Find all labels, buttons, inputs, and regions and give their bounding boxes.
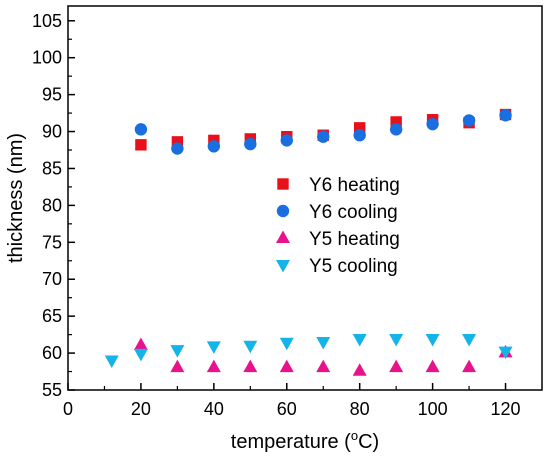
x-axis-title-main: temperature ( <box>231 431 351 453</box>
point-y6-cooling <box>353 129 366 142</box>
legend-item-y5-cooling: Y5 cooling <box>276 256 398 277</box>
legend-label: Y5 cooling <box>309 256 398 277</box>
legend-label: Y6 heating <box>309 175 400 196</box>
legend-marker-y5-heating <box>276 230 290 243</box>
point-y5-heating <box>279 359 294 373</box>
legend-item-y6-cooling: Y6 cooling <box>276 202 398 223</box>
point-y5-cooling <box>498 346 513 360</box>
axis-ticks <box>67 20 507 391</box>
point-y5-heating <box>133 337 148 350</box>
legend-label: Y6 cooling <box>309 202 398 223</box>
point-y6-cooling <box>317 130 330 143</box>
point-y5-heating <box>243 359 258 373</box>
point-y6-cooling <box>426 117 439 131</box>
data-points <box>104 108 513 376</box>
x-tick-label: 100 <box>418 399 448 419</box>
plot-frame <box>67 5 543 391</box>
x-tick-label: 0 <box>63 399 73 419</box>
series-y5-heating <box>133 337 513 376</box>
point-y5-cooling <box>170 345 185 358</box>
y-tick-label: 60 <box>42 343 62 363</box>
y-tick-label: 80 <box>42 195 62 215</box>
x-axis-title-end: C) <box>358 431 379 453</box>
y-tick-label: 70 <box>42 269 62 289</box>
point-y6-cooling <box>280 134 293 147</box>
y-tick-label: 105 <box>32 11 62 31</box>
legend-marker-y6-cooling <box>276 204 290 218</box>
y-tick-label: 75 <box>42 232 62 252</box>
point-y5-cooling <box>352 334 367 347</box>
y-tick-label: 90 <box>42 122 62 142</box>
point-y5-heating <box>206 359 221 373</box>
point-y5-heating <box>352 363 367 376</box>
legend-marker-y6-heating <box>277 178 289 190</box>
x-axis-title-superscript: o <box>351 428 358 443</box>
point-y6-cooling <box>389 123 403 136</box>
legend: Y6 heating Y6 cooling Y5 heating Y5 cooling <box>276 175 400 277</box>
point-y5-heating <box>170 359 185 373</box>
y-tick-label: 65 <box>42 306 62 326</box>
y-axis-title: thickness (nm) <box>5 133 27 263</box>
x-tick-label: 80 <box>350 399 370 419</box>
point-y5-heating <box>425 359 440 373</box>
point-y5-cooling <box>389 334 404 347</box>
point-y5-cooling <box>243 340 258 354</box>
point-y6-heating <box>135 139 147 151</box>
point-y6-cooling <box>499 109 512 122</box>
y-tick-label: 100 <box>32 48 62 68</box>
point-y5-cooling <box>279 337 294 351</box>
point-y6-cooling <box>462 114 476 127</box>
y-tick-label: 85 <box>42 158 62 178</box>
x-axis-title: temperature (oC) <box>231 428 379 453</box>
point-y5-cooling <box>104 355 119 368</box>
point-y5-heating <box>316 359 331 373</box>
y-tick-label: 95 <box>42 85 62 105</box>
legend-marker-y5-cooling <box>276 260 290 273</box>
legend-item-y5-heating: Y5 heating <box>276 229 400 250</box>
legend-item-y6-heating: Y6 heating <box>277 175 400 196</box>
x-tick-label: 120 <box>491 399 521 419</box>
point-y5-cooling <box>425 334 440 347</box>
point-y6-heating <box>390 116 402 128</box>
point-y5-cooling <box>133 348 148 362</box>
x-tick-label: 40 <box>204 399 224 419</box>
y-tick-label: 55 <box>42 380 62 400</box>
point-y5-cooling <box>316 337 331 350</box>
x-tick-label: 60 <box>277 399 297 419</box>
point-y5-heating <box>462 359 477 373</box>
point-y5-cooling <box>206 341 221 354</box>
point-y5-cooling <box>462 334 477 347</box>
point-y5-heating <box>389 359 404 373</box>
series-y6-heating <box>135 108 512 151</box>
point-y6-heating <box>171 136 184 148</box>
x-tick-labels: 0 20 40 60 80 100 120 <box>63 399 521 419</box>
point-y6-cooling <box>171 142 184 155</box>
point-y6-cooling <box>244 137 257 151</box>
y-tick-labels: 55 60 65 70 75 80 85 90 95 100 105 <box>32 11 62 400</box>
series-y6-cooling <box>134 109 512 155</box>
point-y6-heating <box>353 122 366 134</box>
point-y6-cooling <box>207 140 221 153</box>
point-y6-cooling <box>134 123 148 136</box>
legend-label: Y5 heating <box>309 229 400 250</box>
series-y5-cooling <box>104 334 513 368</box>
x-tick-label: 20 <box>131 399 151 419</box>
